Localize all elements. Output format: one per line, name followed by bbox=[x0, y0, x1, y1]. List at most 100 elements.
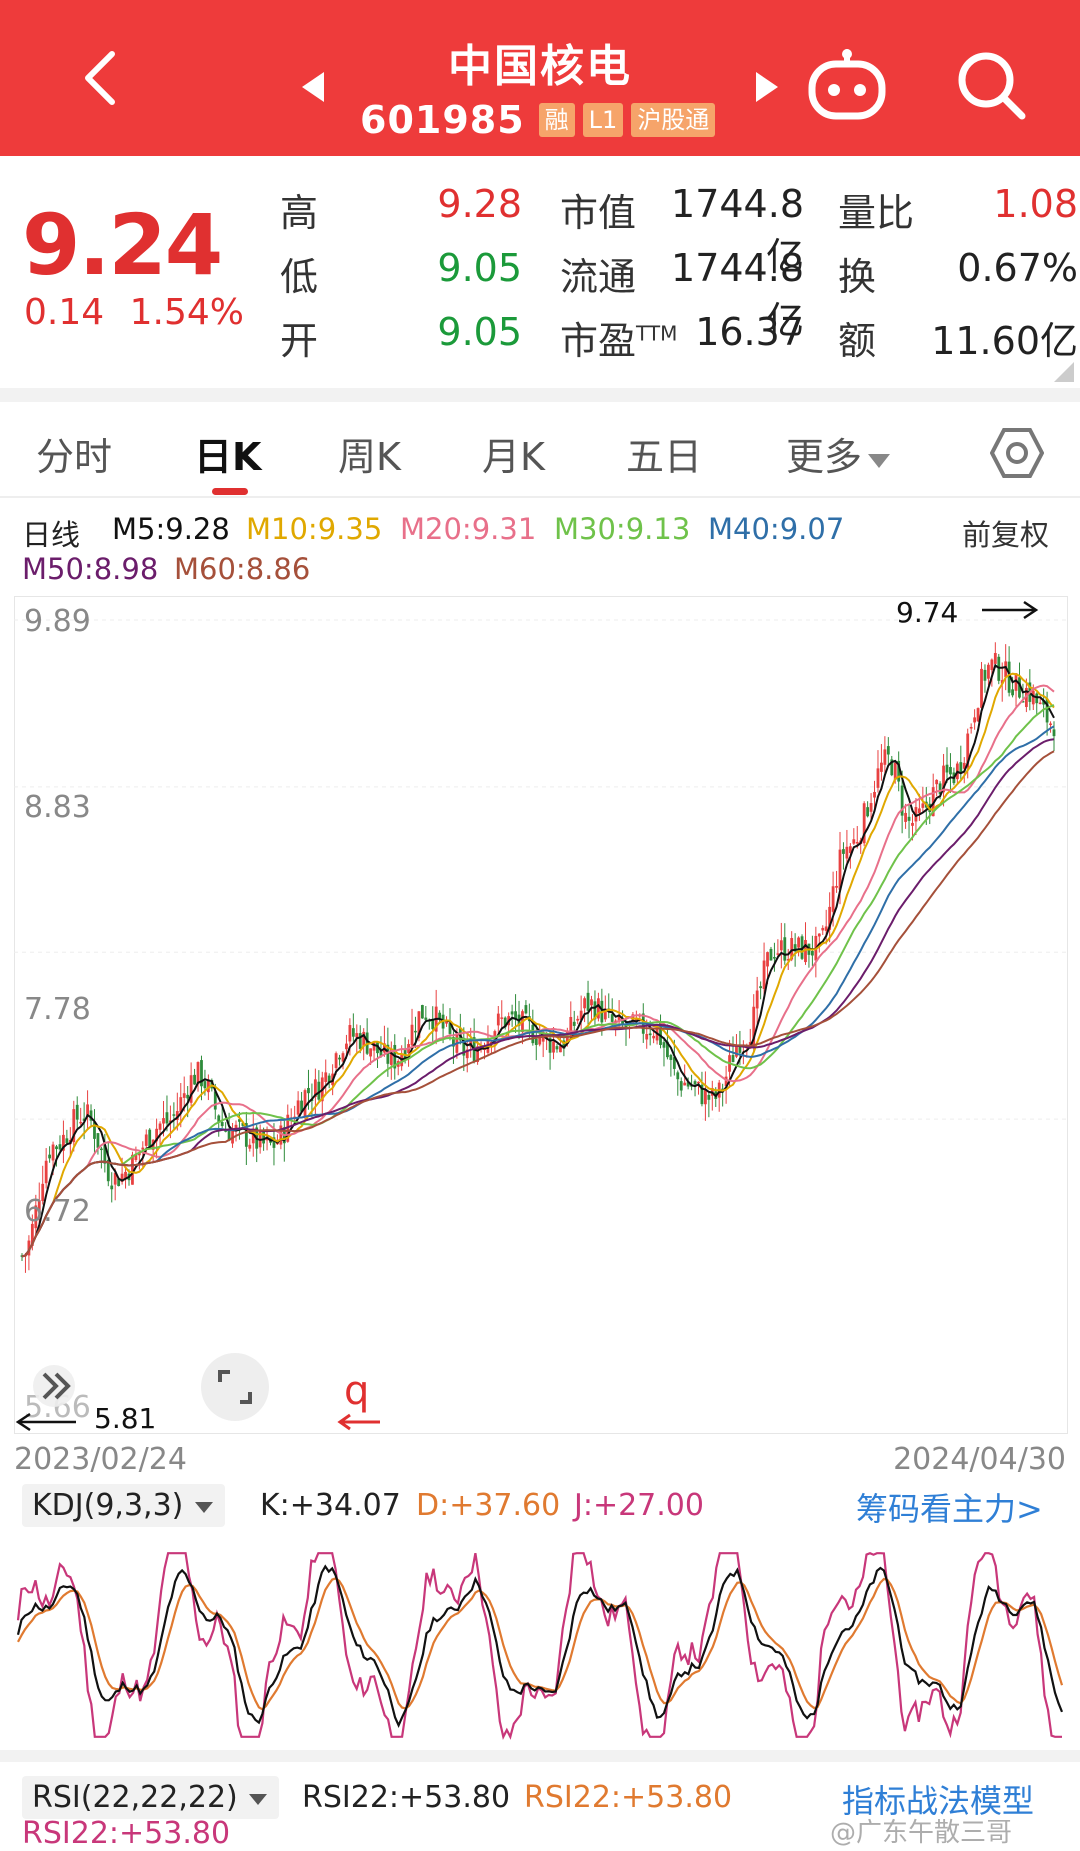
candle-body bbox=[141, 1147, 145, 1150]
candle-body bbox=[824, 926, 828, 931]
candle-body bbox=[327, 1075, 331, 1083]
candle-body bbox=[945, 764, 949, 773]
tab-monthly-k[interactable]: 月K bbox=[482, 435, 545, 479]
search-icon[interactable] bbox=[956, 50, 1028, 122]
candle-body bbox=[51, 1144, 55, 1161]
double-chevron-left-icon[interactable] bbox=[26, 1364, 82, 1408]
rsi-selector[interactable]: RSI(22,22,22) bbox=[22, 1776, 280, 1819]
candle-body bbox=[990, 659, 994, 671]
candle-body bbox=[848, 846, 852, 854]
candle-body bbox=[1035, 693, 1039, 704]
candle-body bbox=[165, 1112, 169, 1124]
candle-body bbox=[911, 822, 914, 826]
start-date: 2023/02/24 bbox=[14, 1442, 187, 1477]
candle-body bbox=[983, 669, 987, 681]
fullscreen-icon[interactable] bbox=[200, 1352, 270, 1422]
candle-body bbox=[1018, 677, 1021, 698]
candle-body bbox=[935, 779, 939, 785]
low-label: 低 bbox=[280, 255, 319, 299]
candle-body bbox=[976, 708, 980, 722]
candle-body bbox=[227, 1128, 231, 1141]
candle-body bbox=[659, 1022, 662, 1045]
candle-body bbox=[79, 1121, 83, 1124]
candle-body bbox=[410, 1024, 414, 1046]
chips-link[interactable]: 筹码看主力> bbox=[856, 1490, 1043, 1528]
ma-line bbox=[21, 750, 1055, 1258]
low-value: 9.05 bbox=[437, 246, 522, 290]
candle-body bbox=[721, 1088, 725, 1091]
candle-body bbox=[669, 1054, 673, 1060]
kline-chart[interactable] bbox=[14, 596, 1066, 1432]
divider bbox=[0, 1750, 1080, 1762]
candle-body bbox=[852, 839, 856, 844]
amount-value: 11.60亿 bbox=[931, 319, 1078, 363]
candle-body bbox=[303, 1090, 307, 1117]
candle-body bbox=[766, 952, 769, 967]
tab-weekly-k[interactable]: 周K bbox=[338, 435, 401, 479]
candle-body bbox=[648, 1033, 652, 1036]
candle-body bbox=[897, 760, 901, 782]
candle-body bbox=[148, 1129, 152, 1148]
change-percent: 1.54% bbox=[129, 292, 244, 333]
candle-body bbox=[96, 1133, 100, 1148]
candle-body bbox=[355, 1033, 359, 1038]
candle-body bbox=[821, 927, 825, 931]
candle-body bbox=[313, 1079, 317, 1097]
tab-more[interactable]: 更多 bbox=[786, 426, 892, 481]
prev-stock-icon[interactable] bbox=[300, 70, 326, 104]
candle-body bbox=[738, 1045, 742, 1053]
candle-body bbox=[904, 812, 907, 822]
candle-body bbox=[538, 1037, 542, 1045]
candle-body bbox=[572, 1021, 576, 1026]
candle-body bbox=[110, 1185, 114, 1190]
candle-body bbox=[969, 727, 973, 729]
candle-body bbox=[828, 906, 832, 930]
candle-body bbox=[137, 1152, 141, 1156]
candle-body bbox=[231, 1129, 234, 1144]
top-bar: 中国核电 601985 融 L1 沪股通 bbox=[0, 0, 1080, 156]
back-arrow-icon[interactable] bbox=[72, 48, 132, 108]
indicator-model-link[interactable]: 指标战法模型 bbox=[842, 1782, 1035, 1820]
rsi-value-3: RSI22:+53.80 bbox=[22, 1816, 231, 1851]
candle-body bbox=[845, 846, 849, 859]
candle-body bbox=[735, 1046, 738, 1057]
candle-body bbox=[769, 948, 773, 961]
candle-body bbox=[579, 1010, 583, 1020]
candle-body bbox=[817, 933, 821, 937]
candle-body bbox=[880, 762, 883, 772]
kdj-j-value: J:+27.00 bbox=[574, 1488, 704, 1523]
candle-body bbox=[296, 1100, 300, 1115]
candle-body bbox=[438, 1012, 442, 1018]
candle-body bbox=[593, 1001, 597, 1020]
candle-body bbox=[1014, 673, 1018, 691]
robot-assistant-icon[interactable] bbox=[806, 48, 888, 122]
end-date: 2024/04/30 bbox=[893, 1442, 1066, 1477]
candle-body bbox=[341, 1053, 345, 1062]
kline-chart-frame[interactable] bbox=[14, 596, 1068, 1434]
candle-body bbox=[386, 1044, 390, 1064]
candle-body bbox=[99, 1148, 103, 1151]
kdj-chart[interactable] bbox=[14, 1540, 1066, 1750]
candle-body bbox=[855, 841, 859, 844]
adjust-mode-button[interactable]: 前复权 bbox=[962, 518, 1050, 552]
tab-daily-k[interactable]: 日K bbox=[194, 435, 262, 479]
stock-name: 中国核电 bbox=[448, 41, 632, 92]
rsi-name: RSI(22,22,22) bbox=[32, 1780, 238, 1815]
settings-hex-icon[interactable] bbox=[990, 426, 1044, 480]
tab-intraday[interactable]: 分时 bbox=[36, 435, 113, 479]
amount-label: 额 bbox=[838, 319, 877, 363]
candle-body bbox=[597, 998, 600, 1019]
candle-body bbox=[810, 951, 814, 956]
candle-body bbox=[676, 1072, 680, 1080]
candle-body bbox=[510, 1011, 514, 1015]
mcap-label: 市值 bbox=[560, 191, 637, 235]
kdj-selector[interactable]: KDJ(9,3,3) bbox=[22, 1484, 225, 1527]
candle-body bbox=[559, 1046, 562, 1053]
candle-body bbox=[262, 1129, 266, 1144]
tab-five-day[interactable]: 五日 bbox=[626, 435, 703, 479]
float-value: 1744.8亿 bbox=[671, 246, 804, 343]
candle-body bbox=[317, 1081, 321, 1100]
candle-body bbox=[838, 849, 842, 890]
next-stock-icon[interactable] bbox=[754, 70, 780, 104]
candle-body bbox=[959, 762, 963, 773]
